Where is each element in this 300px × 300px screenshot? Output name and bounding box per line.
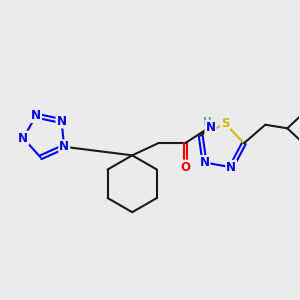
Text: N: N xyxy=(206,121,215,134)
Text: N: N xyxy=(226,161,236,174)
Text: N: N xyxy=(18,132,28,145)
Text: N: N xyxy=(59,140,69,153)
Text: O: O xyxy=(181,160,190,174)
Text: H: H xyxy=(202,117,211,127)
Text: N: N xyxy=(200,156,209,169)
Text: N: N xyxy=(56,115,67,128)
Text: N: N xyxy=(31,109,41,122)
Text: S: S xyxy=(221,117,230,130)
